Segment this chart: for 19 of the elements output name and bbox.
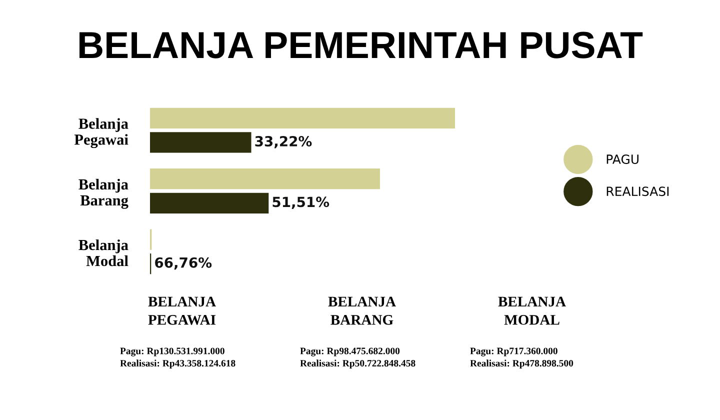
bar xyxy=(150,132,252,153)
bar xyxy=(150,192,269,214)
text: BELANJA MODAL xyxy=(498,296,566,325)
annotation: 66,76% xyxy=(155,257,212,270)
legend-label: REALISASI xyxy=(606,186,669,196)
text: Pagu: Rp717.360.000 Realisasi: Rp478.898.500 xyxy=(470,348,574,369)
y-tick-label: Belanja Barang xyxy=(78,178,128,209)
legend-label: PAGU xyxy=(606,154,638,164)
y-tick-label: Belanja Pegawai xyxy=(74,118,128,148)
text: Pagu: Rp98.475.682.000 Realisasi: Rp50.722.848.458 xyxy=(300,348,416,369)
y-tick-label: Belanja Modal xyxy=(78,239,128,266)
text: Pagu: Rp130.531.991.000 Realisasi: Rp43.358.124.618 xyxy=(120,348,236,369)
bar xyxy=(150,108,455,129)
chart-title: BELANJA PEMERINTAH PUSAT xyxy=(79,32,643,58)
text: BELANJA BARANG xyxy=(328,296,396,325)
annotation: 51,51% xyxy=(272,196,330,209)
text: BELANJA PEGAWAI xyxy=(148,296,216,325)
bar xyxy=(150,168,380,190)
annotation: 33,22% xyxy=(255,136,312,148)
